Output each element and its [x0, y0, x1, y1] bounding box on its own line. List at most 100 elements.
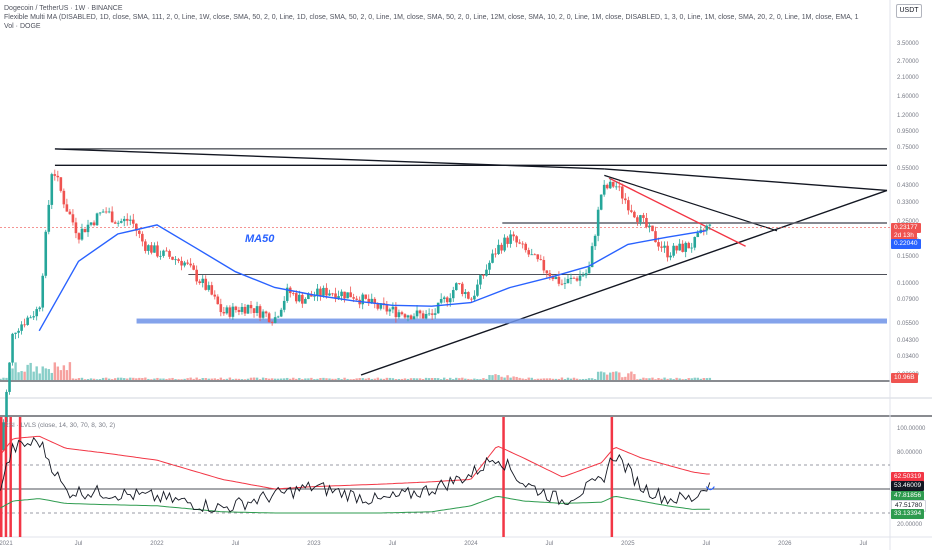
- candle-body: [279, 309, 283, 317]
- volume-bar: [485, 378, 488, 380]
- candle-body: [128, 219, 132, 221]
- candle-body: [346, 292, 349, 299]
- volume-bar: [699, 378, 702, 380]
- candle-body: [138, 230, 141, 234]
- candle-body: [5, 391, 8, 423]
- candle-body: [301, 294, 304, 304]
- volume-bar: [415, 378, 419, 380]
- candle-body: [521, 243, 524, 245]
- volume-bar: [370, 378, 373, 380]
- candle-body: [436, 302, 440, 314]
- candle-body: [433, 313, 437, 315]
- candle-body: [642, 215, 645, 218]
- candle-body: [379, 303, 383, 309]
- volume-bar: [162, 378, 165, 380]
- volume-bar: [452, 379, 455, 380]
- candle-body: [352, 297, 355, 299]
- currency-selector[interactable]: USDT: [896, 4, 922, 18]
- volume-bar: [86, 378, 90, 380]
- volume-bar: [367, 377, 370, 380]
- volume-bar: [458, 378, 461, 380]
- rsi-value-tag: 53.46009: [891, 481, 925, 491]
- candle-body: [403, 314, 407, 318]
- candle-body: [602, 184, 606, 195]
- volume-bar: [156, 377, 159, 380]
- candle-body: [246, 304, 250, 314]
- ma50-tag: 0.22040: [891, 239, 921, 249]
- candle-body: [240, 306, 244, 312]
- volume-bar: [651, 377, 654, 380]
- volume-bar: [660, 378, 663, 380]
- candle-body: [518, 242, 521, 244]
- candle-body: [485, 269, 488, 276]
- volume-bar: [642, 377, 645, 380]
- rsi-pane: [0, 417, 890, 537]
- volume-bar: [702, 378, 706, 380]
- price-tick: 0.03400: [897, 353, 919, 360]
- candle-body: [204, 278, 208, 290]
- volume-bar: [298, 377, 301, 380]
- candle-body: [572, 277, 576, 279]
- candle-body: [110, 211, 114, 223]
- volume-bar: [657, 378, 660, 380]
- candle-body: [50, 174, 54, 205]
- candle-body: [83, 228, 87, 233]
- volume-bar: [59, 370, 63, 380]
- volume-bar: [340, 379, 343, 380]
- volume-bar: [95, 379, 99, 380]
- candle-body: [515, 236, 518, 243]
- candle-body: [307, 294, 310, 300]
- volume-bar: [171, 377, 174, 380]
- candle-body: [421, 313, 425, 319]
- candle-body: [509, 234, 512, 244]
- candle-body: [479, 275, 482, 285]
- candle-body: [497, 244, 500, 255]
- candle-body: [95, 213, 99, 226]
- candle-body: [445, 297, 449, 303]
- volume-bar: [630, 371, 633, 380]
- candle-body: [391, 306, 395, 310]
- candle-body: [228, 307, 232, 317]
- candle-body: [470, 298, 473, 300]
- candle-body: [273, 317, 277, 323]
- candle-body: [80, 228, 84, 240]
- candle-body: [690, 247, 694, 249]
- candle-body: [29, 317, 32, 319]
- candle-body: [394, 306, 398, 318]
- candle-body: [313, 295, 316, 297]
- volume-bar: [141, 377, 144, 380]
- volume-bar: [560, 377, 564, 380]
- candle-body: [162, 250, 165, 256]
- volume-bar: [331, 378, 334, 380]
- candle-body: [213, 294, 217, 297]
- candle-body: [276, 316, 280, 318]
- candle-body: [539, 259, 543, 260]
- candle-body: [249, 304, 253, 309]
- volume-bar: [482, 378, 485, 380]
- candle-body: [131, 219, 135, 224]
- signal-bar: [610, 417, 614, 537]
- price-tick: 0.55000: [897, 165, 919, 172]
- candle-body: [222, 312, 226, 314]
- volume-bar: [116, 377, 120, 380]
- candle-body: [678, 243, 681, 251]
- volume-bar: [648, 378, 651, 380]
- volume-bar: [310, 377, 313, 380]
- volume-bar: [129, 377, 132, 380]
- candle-body: [165, 250, 168, 252]
- volume-bar: [436, 378, 440, 380]
- candle-body: [461, 283, 464, 295]
- candle-body: [412, 316, 416, 320]
- price-tick: 2.10000: [897, 75, 919, 82]
- volume-bar: [355, 378, 358, 380]
- volume-bar: [273, 378, 277, 380]
- volume-bar: [645, 378, 648, 380]
- candle-body: [168, 250, 171, 257]
- candle-body: [454, 283, 458, 291]
- candle-body: [530, 254, 534, 256]
- price-tick: 0.10000: [897, 281, 919, 288]
- candle-body: [53, 174, 57, 176]
- volume-bar: [388, 377, 392, 380]
